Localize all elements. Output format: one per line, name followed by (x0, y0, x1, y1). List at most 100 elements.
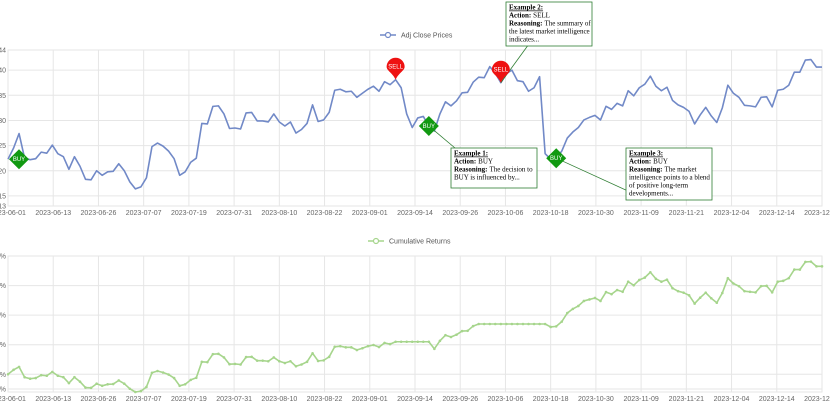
returns-series-points (6, 260, 824, 394)
returns-point (250, 355, 253, 359)
price-x-tick-label: 2023-09-26 (442, 210, 478, 217)
returns-point (12, 368, 15, 372)
returns-point (759, 284, 763, 288)
price-series-line (7, 58, 822, 190)
returns-point (316, 359, 320, 363)
returns-point (599, 299, 602, 303)
returns-point (787, 276, 791, 280)
returns-point (211, 352, 215, 356)
returns-point (588, 298, 591, 301)
returns-point (372, 343, 375, 347)
returns-point (333, 345, 337, 349)
buy-marker[interactable]: BUY (546, 148, 567, 169)
returns-point (704, 291, 708, 294)
price-x-tick-label: 2023-08-10 (261, 210, 297, 217)
returns-point (604, 290, 608, 294)
annotation-action: Action: SELL (509, 12, 550, 20)
returns-series-line (7, 260, 822, 393)
annotation-frame (625, 147, 713, 201)
returns-point (45, 374, 49, 378)
returns-point (300, 363, 303, 366)
price-y-tick-label: 120 (0, 168, 6, 175)
returns-point (106, 383, 109, 386)
returns-point (39, 373, 43, 377)
returns-y-axis: -5% 0% 10% 20% 30% 40% (0, 254, 6, 394)
returns-point (466, 329, 469, 333)
returns-point (765, 284, 768, 288)
returns-point (23, 375, 26, 379)
returns-point (117, 379, 121, 382)
annotation-reasoning-label: Reasoning: (454, 166, 487, 174)
price-x-tick-label: 2023-09-01 (352, 210, 388, 217)
annotation-reasoning-line: developments... (629, 190, 673, 198)
returns-point (255, 359, 259, 362)
returns-point (493, 322, 497, 326)
returns-point (510, 322, 514, 326)
returns-point (538, 322, 541, 326)
price-legend[interactable]: Adj Close Prices (380, 31, 453, 40)
returns-x-tick-label: 2023-09-14 (397, 396, 433, 403)
returns-point (283, 361, 287, 365)
buy-marker[interactable]: BUY (9, 149, 29, 170)
returns-point (416, 340, 420, 344)
returns-point (366, 344, 370, 348)
annotation-frame (505, 1, 593, 47)
annotation-action-value: SELL (533, 12, 550, 20)
annotation-reasoning-line: intelligence points to a blend (629, 174, 710, 182)
returns-point (693, 302, 696, 305)
annotation-reasoning-text: The decision to (489, 166, 533, 174)
returns-point (161, 371, 165, 374)
returns-point (73, 375, 76, 379)
returns-point (111, 382, 115, 386)
returns-point (350, 346, 353, 349)
price-y-tick-label: 125 (0, 143, 6, 150)
price-x-tick-label: 2023-12-27 (804, 210, 830, 217)
annotation-pointer (500, 45, 528, 83)
returns-point (682, 291, 685, 294)
returns-point (78, 380, 82, 383)
returns-point (100, 384, 104, 388)
returns-point (637, 278, 641, 282)
returns-point (294, 364, 298, 368)
annotation-reasoning: Reasoning: The market (629, 166, 697, 174)
returns-legend[interactable]: Cumulative Returns (368, 237, 451, 246)
returns-point (715, 301, 719, 305)
returns-x-tick-label: 2023-07-07 (126, 396, 162, 403)
returns-x-tick-label: 2023-10-18 (533, 396, 569, 403)
returns-point (438, 339, 442, 343)
returns-point (244, 355, 248, 359)
buy-diamond-icon (9, 149, 29, 170)
annotation-action-label: Action: (629, 158, 651, 166)
returns-y-tick-label: 30% (0, 283, 6, 290)
returns-x-tick-label: 2023-11-09 (623, 396, 658, 403)
returns-y-tick-label: 0% (0, 372, 6, 379)
sell-marker[interactable]: SELL (491, 60, 510, 83)
returns-point (178, 384, 181, 388)
price-legend-marker (384, 31, 392, 39)
returns-point (272, 356, 276, 359)
price-x-tick-label: 2023-07-31 (216, 210, 252, 217)
sell-marker[interactable]: SELL (386, 57, 405, 80)
returns-point (233, 362, 237, 366)
returns-x-tick-label: 2023-08-22 (307, 396, 343, 403)
returns-point (388, 342, 392, 346)
annotation-reasoning: Reasoning: The decision to (454, 166, 533, 174)
price-y-tick-label: 140 (0, 68, 6, 75)
returns-point (732, 282, 735, 285)
returns-point (505, 322, 508, 326)
returns-x-tick-label: 2023-10-30 (578, 396, 614, 403)
returns-point (34, 376, 37, 380)
annotation-action-value: BUY (478, 158, 493, 166)
returns-x-axis: 2023-06-01 2023-06-13 2023-06-26 2023-07-07… (0, 396, 830, 403)
returns-point (377, 345, 381, 349)
returns-point (311, 351, 314, 355)
returns-point (394, 340, 397, 344)
returns-point (194, 376, 198, 380)
buy-marker[interactable]: BUY (418, 115, 439, 136)
returns-point (571, 307, 575, 311)
buy-diamond-icon (418, 115, 439, 136)
returns-point (660, 280, 663, 284)
returns-point (549, 325, 552, 329)
returns-point (543, 322, 547, 326)
